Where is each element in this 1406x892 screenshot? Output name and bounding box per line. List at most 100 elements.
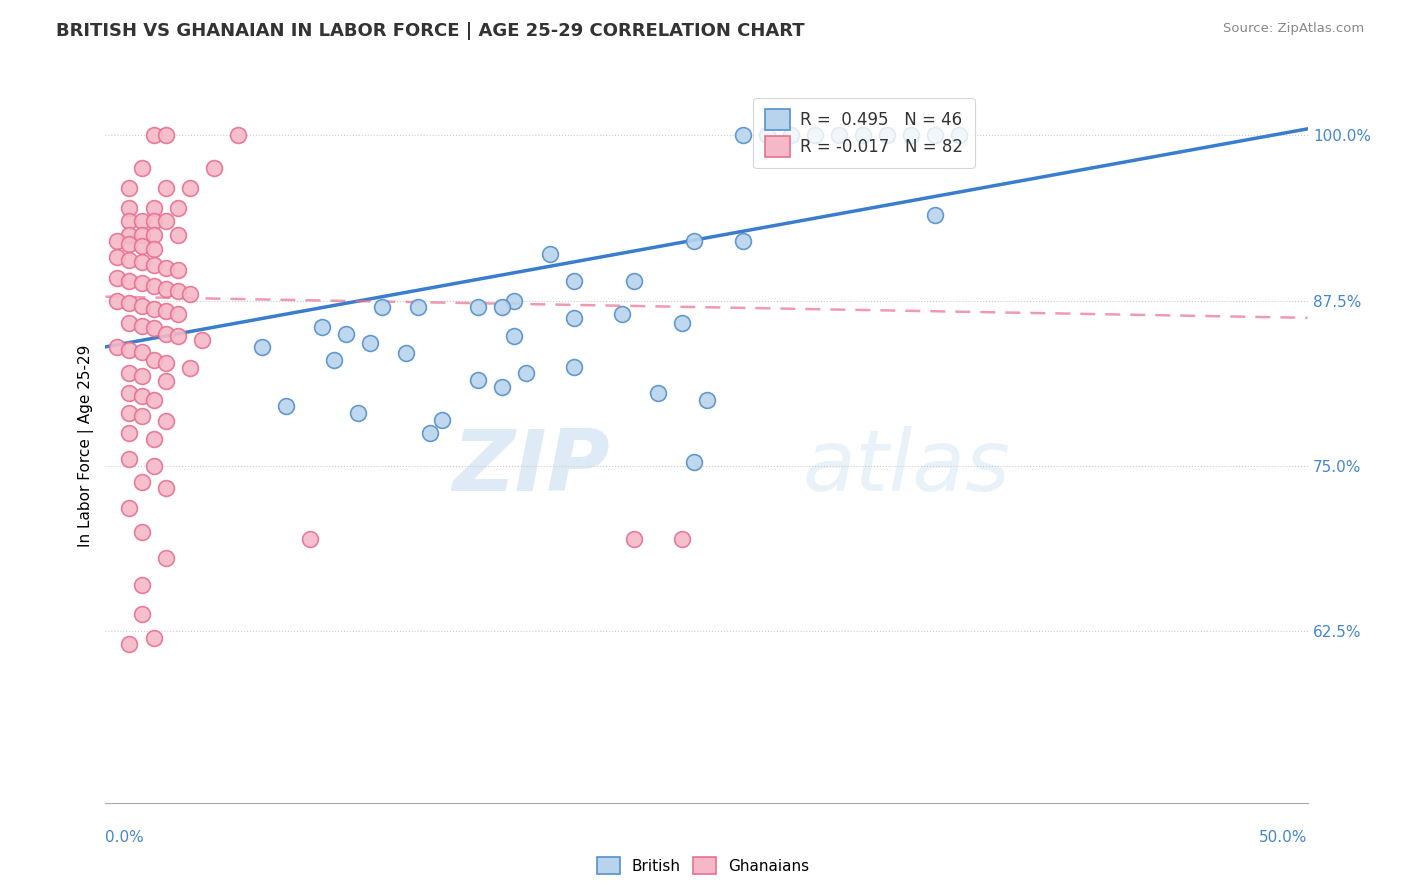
- Point: [696, 392, 718, 407]
- Point: [155, 282, 177, 296]
- Point: [131, 161, 153, 176]
- Point: [155, 128, 177, 143]
- Point: [142, 227, 165, 242]
- Point: [118, 425, 141, 440]
- Point: [118, 214, 141, 228]
- Point: [142, 392, 165, 407]
- Point: [359, 335, 381, 350]
- Point: [298, 532, 321, 546]
- Point: [166, 201, 188, 215]
- Point: [179, 361, 201, 376]
- Point: [924, 208, 946, 222]
- Point: [155, 481, 177, 495]
- Point: [142, 458, 165, 473]
- Point: [142, 128, 165, 143]
- Point: [107, 340, 129, 354]
- Point: [467, 373, 489, 387]
- Legend: R =  0.495   N = 46, R = -0.017   N = 82: R = 0.495 N = 46, R = -0.017 N = 82: [754, 97, 974, 169]
- Point: [226, 128, 249, 143]
- Point: [155, 304, 177, 318]
- Point: [131, 524, 153, 539]
- Point: [671, 532, 693, 546]
- Point: [118, 227, 141, 242]
- Text: 50.0%: 50.0%: [1260, 830, 1308, 845]
- Point: [562, 274, 585, 288]
- Point: [731, 128, 754, 143]
- Point: [142, 301, 165, 316]
- Point: [166, 307, 188, 321]
- Point: [131, 607, 153, 621]
- Point: [179, 287, 201, 301]
- Point: [503, 329, 526, 343]
- Point: [131, 578, 153, 592]
- Point: [118, 452, 141, 467]
- Point: [612, 307, 634, 321]
- Point: [924, 128, 946, 143]
- Point: [118, 274, 141, 288]
- Point: [166, 227, 188, 242]
- Point: [131, 255, 153, 269]
- Point: [900, 128, 922, 143]
- Point: [828, 128, 851, 143]
- Point: [683, 455, 706, 469]
- Point: [671, 316, 693, 330]
- Point: [491, 379, 513, 393]
- Point: [131, 214, 153, 228]
- Point: [155, 414, 177, 428]
- Point: [155, 260, 177, 275]
- Point: [467, 300, 489, 314]
- Point: [347, 406, 370, 420]
- Point: [166, 329, 188, 343]
- Point: [131, 299, 153, 313]
- Point: [142, 321, 165, 335]
- Point: [406, 300, 429, 314]
- Point: [562, 359, 585, 374]
- Point: [131, 239, 153, 253]
- Text: atlas: atlas: [803, 425, 1011, 509]
- Y-axis label: In Labor Force | Age 25-29: In Labor Force | Age 25-29: [79, 345, 94, 547]
- Point: [107, 234, 129, 248]
- Point: [131, 227, 153, 242]
- Point: [803, 128, 825, 143]
- Point: [155, 181, 177, 195]
- Point: [118, 236, 141, 251]
- Point: [118, 343, 141, 357]
- Point: [190, 333, 212, 347]
- Text: Source: ZipAtlas.com: Source: ZipAtlas.com: [1223, 22, 1364, 36]
- Point: [202, 161, 225, 176]
- Point: [515, 367, 537, 381]
- Text: 0.0%: 0.0%: [105, 830, 145, 845]
- Point: [852, 128, 875, 143]
- Point: [731, 234, 754, 248]
- Point: [335, 326, 357, 341]
- Point: [395, 346, 418, 360]
- Point: [491, 300, 513, 314]
- Point: [311, 320, 333, 334]
- Point: [142, 353, 165, 368]
- Point: [118, 316, 141, 330]
- Point: [538, 247, 561, 261]
- Point: [107, 250, 129, 264]
- Point: [155, 326, 177, 341]
- Point: [683, 234, 706, 248]
- Point: [131, 345, 153, 359]
- Point: [142, 242, 165, 256]
- Point: [142, 258, 165, 272]
- Point: [131, 318, 153, 333]
- Point: [948, 128, 970, 143]
- Point: [142, 433, 165, 447]
- Point: [142, 279, 165, 293]
- Point: [118, 181, 141, 195]
- Point: [430, 412, 453, 426]
- Point: [142, 201, 165, 215]
- Point: [155, 214, 177, 228]
- Point: [755, 128, 778, 143]
- Point: [647, 386, 669, 401]
- Point: [179, 181, 201, 195]
- Legend: British, Ghanaians: British, Ghanaians: [591, 851, 815, 880]
- Point: [562, 310, 585, 325]
- Text: BRITISH VS GHANAIAN IN LABOR FORCE | AGE 25-29 CORRELATION CHART: BRITISH VS GHANAIAN IN LABOR FORCE | AGE…: [56, 22, 804, 40]
- Point: [142, 214, 165, 228]
- Point: [118, 201, 141, 215]
- Point: [131, 368, 153, 383]
